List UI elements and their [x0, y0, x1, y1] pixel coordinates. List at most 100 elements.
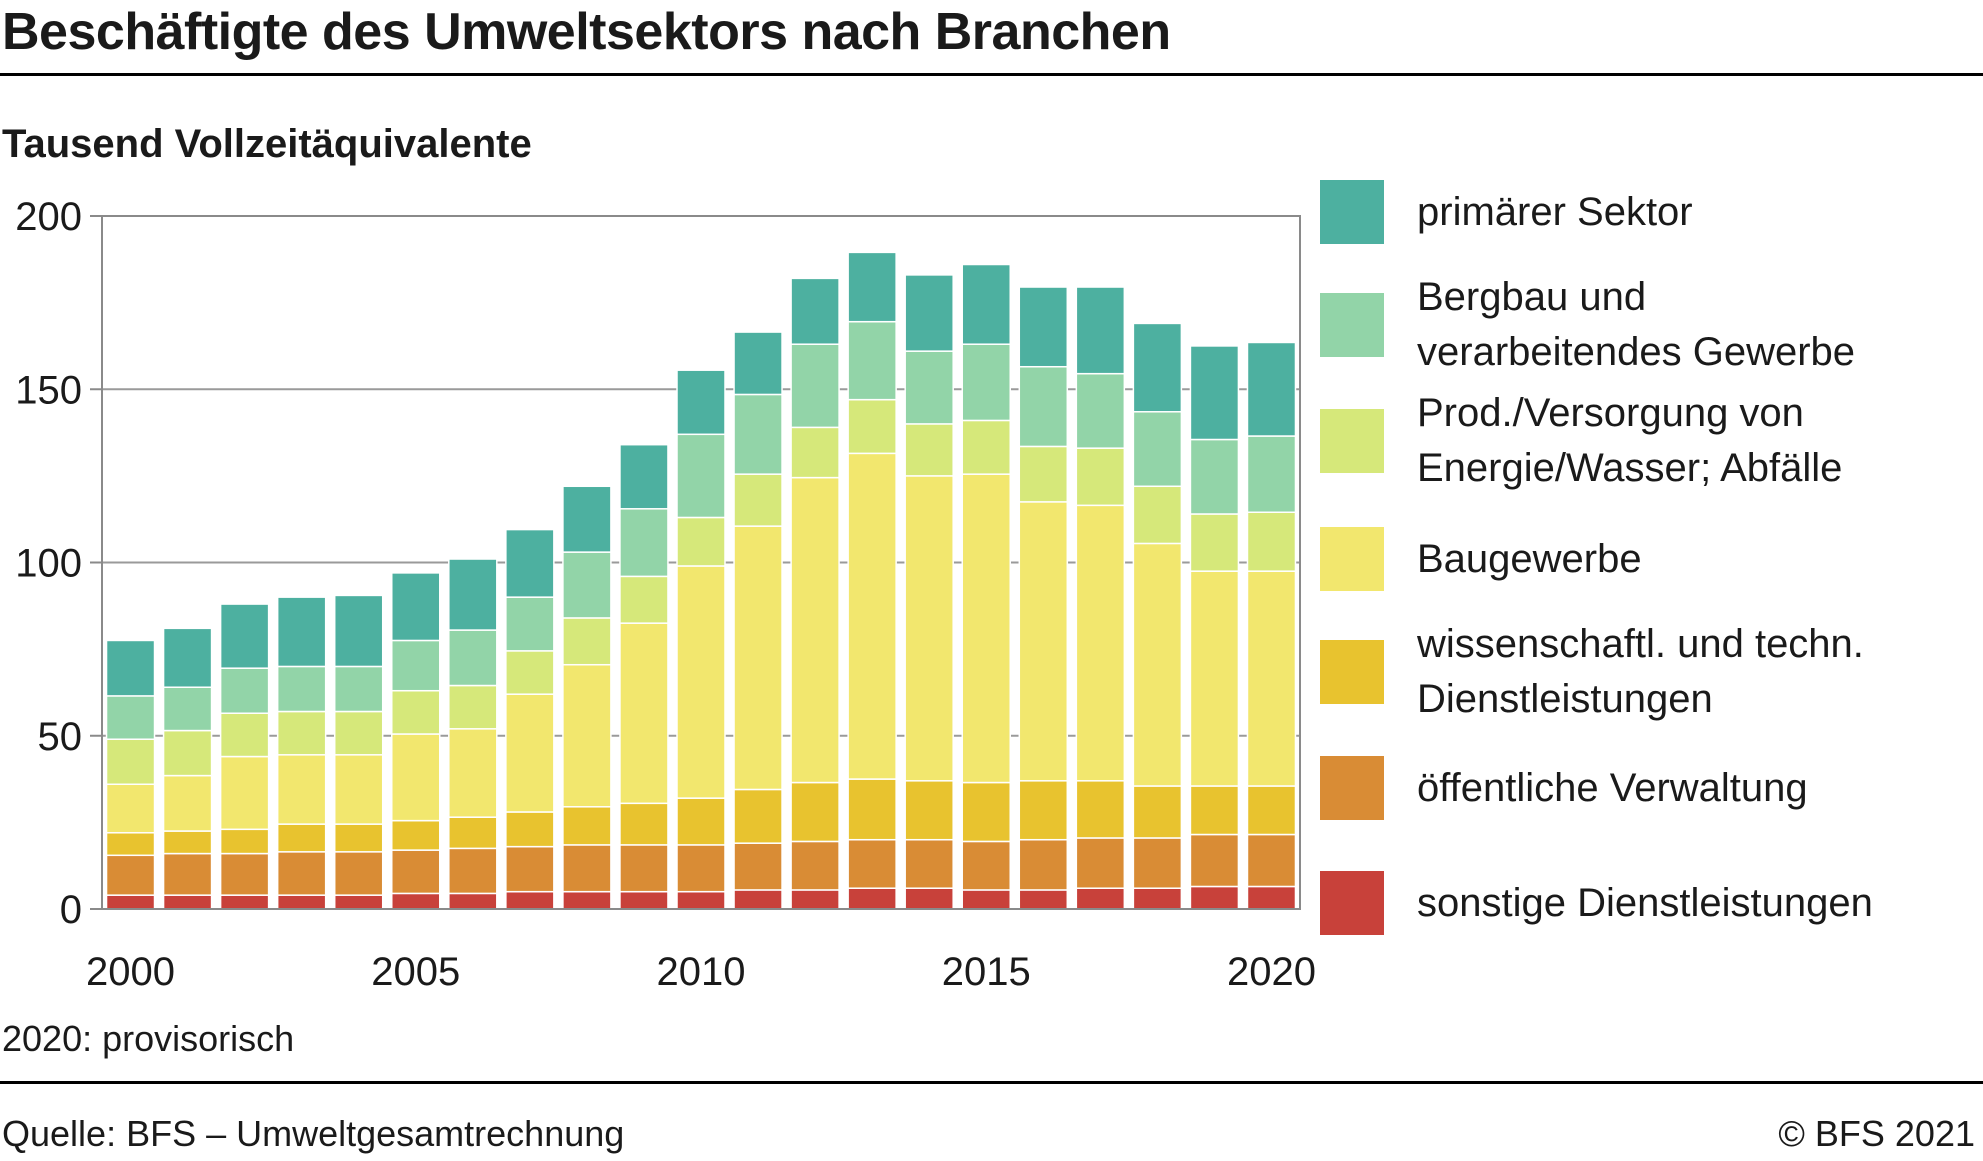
bar-segment: [162, 729, 213, 777]
bar-segment: [505, 650, 555, 695]
bar-segment: [733, 889, 783, 910]
bar-segment: [1132, 887, 1183, 910]
bar-stack-2018: [1132, 322, 1183, 910]
bar-segment: [733, 331, 783, 396]
bar-segment: [391, 733, 441, 822]
bar-segment: [333, 594, 384, 668]
bar-stack-2010: [676, 369, 726, 910]
bar-stack-2003: [276, 596, 327, 910]
bar-segment: [1189, 785, 1240, 836]
bar-segment: [219, 828, 270, 855]
x-tick-labels: 2000 2005 2010 2015 2020: [86, 950, 1316, 994]
bar-segment: [276, 710, 327, 756]
bar-segment: [733, 788, 783, 844]
bar-stack-2014: [904, 274, 954, 910]
bar-segment: [1018, 445, 1069, 503]
y-tick-labels: 0 50 100 150 200: [15, 195, 82, 932]
bar-segment: [619, 575, 669, 624]
bar-segment: [391, 639, 441, 692]
bar-segment: [676, 565, 726, 799]
bar-segment: [219, 755, 270, 831]
bar-segment: [1075, 504, 1126, 782]
bar-segment: [619, 890, 669, 910]
bar-segment: [391, 892, 441, 910]
bar-segment: [162, 830, 213, 855]
bar-segment: [619, 622, 669, 805]
legend-swatch: [1320, 409, 1384, 473]
legend-swatch: [1320, 871, 1384, 935]
bar-segment: [448, 847, 498, 895]
top-rule: [0, 73, 1983, 76]
bar-segment: [1132, 411, 1183, 488]
legend-swatch: [1320, 293, 1384, 357]
bar-segment: [1189, 833, 1240, 888]
x-tick-label: 2005: [371, 950, 460, 994]
y-tick-label: 200: [15, 195, 82, 239]
footnote: 2020: provisorisch: [2, 1018, 295, 1059]
source-text: Quelle: BFS – Umweltgesamtrechnung: [2, 1113, 625, 1154]
legend-label: öffentliche Verwaltung: [1417, 765, 1808, 810]
bar-segment: [1189, 885, 1240, 910]
chart-title: Beschäftigte des Umweltsektors nach Bran…: [2, 3, 1171, 61]
legend-label: Baugewerbe: [1417, 536, 1642, 581]
bar-segment: [1018, 780, 1069, 841]
bar-segment: [276, 665, 327, 713]
bar-segment: [847, 452, 897, 780]
bar-segment: [448, 558, 498, 631]
bar-segment: [105, 639, 156, 697]
bar-segment: [904, 887, 954, 910]
bar-segment: [619, 802, 669, 846]
bar-segment: [505, 811, 555, 848]
bar-stack-2011: [733, 331, 783, 910]
bar-segment: [1075, 447, 1126, 507]
bar-segment: [333, 894, 384, 910]
bar-segment: [562, 806, 612, 846]
bar-segment: [904, 350, 954, 425]
bar-segment: [162, 627, 213, 688]
legend-swatch: [1320, 640, 1384, 704]
bar-segment: [448, 629, 498, 687]
y-tick-label: 0: [60, 888, 82, 932]
bar-stacks: [105, 251, 1297, 910]
bar-stack-2015: [961, 263, 1011, 910]
bar-segment: [1075, 780, 1126, 839]
bar-segment: [162, 774, 213, 832]
bar-segment: [1246, 435, 1297, 514]
bar-segment: [1075, 887, 1126, 910]
bar-segment: [276, 596, 327, 668]
bar-segment: [162, 852, 213, 896]
bar-segment: [904, 475, 954, 782]
bar-segment: [333, 823, 384, 853]
bar-segment: [1189, 345, 1240, 441]
bar-segment: [276, 851, 327, 896]
bar-segment: [961, 889, 1011, 910]
bar-segment: [961, 473, 1011, 784]
bar-segment: [1132, 837, 1183, 889]
bar-stack-2013: [847, 251, 897, 910]
bar-stack-2016: [1018, 286, 1069, 910]
y-tick-label: 100: [15, 542, 82, 586]
bar-segment: [276, 823, 327, 853]
bar-segment: [847, 838, 897, 889]
bar-segment: [1075, 372, 1126, 449]
bar-segment: [276, 754, 327, 825]
bar-segment: [961, 263, 1011, 345]
bar-segment: [1189, 570, 1240, 787]
x-tick-label: 2015: [942, 950, 1031, 994]
bar-segment: [105, 738, 156, 786]
bar-segment: [562, 844, 612, 893]
bar-segment: [505, 890, 555, 910]
bar-segment: [219, 852, 270, 896]
bar-segment: [904, 423, 954, 477]
bar-segment: [1132, 542, 1183, 787]
bar-segment: [790, 840, 840, 891]
bar-segment: [562, 617, 612, 666]
bar-stack-2004: [333, 594, 384, 910]
bar-segment: [333, 710, 384, 756]
bar-segment: [562, 663, 612, 808]
bar-stack-2009: [619, 443, 669, 910]
bar-segment: [391, 849, 441, 895]
bar-segment: [904, 274, 954, 352]
bar-segment: [1018, 889, 1069, 910]
